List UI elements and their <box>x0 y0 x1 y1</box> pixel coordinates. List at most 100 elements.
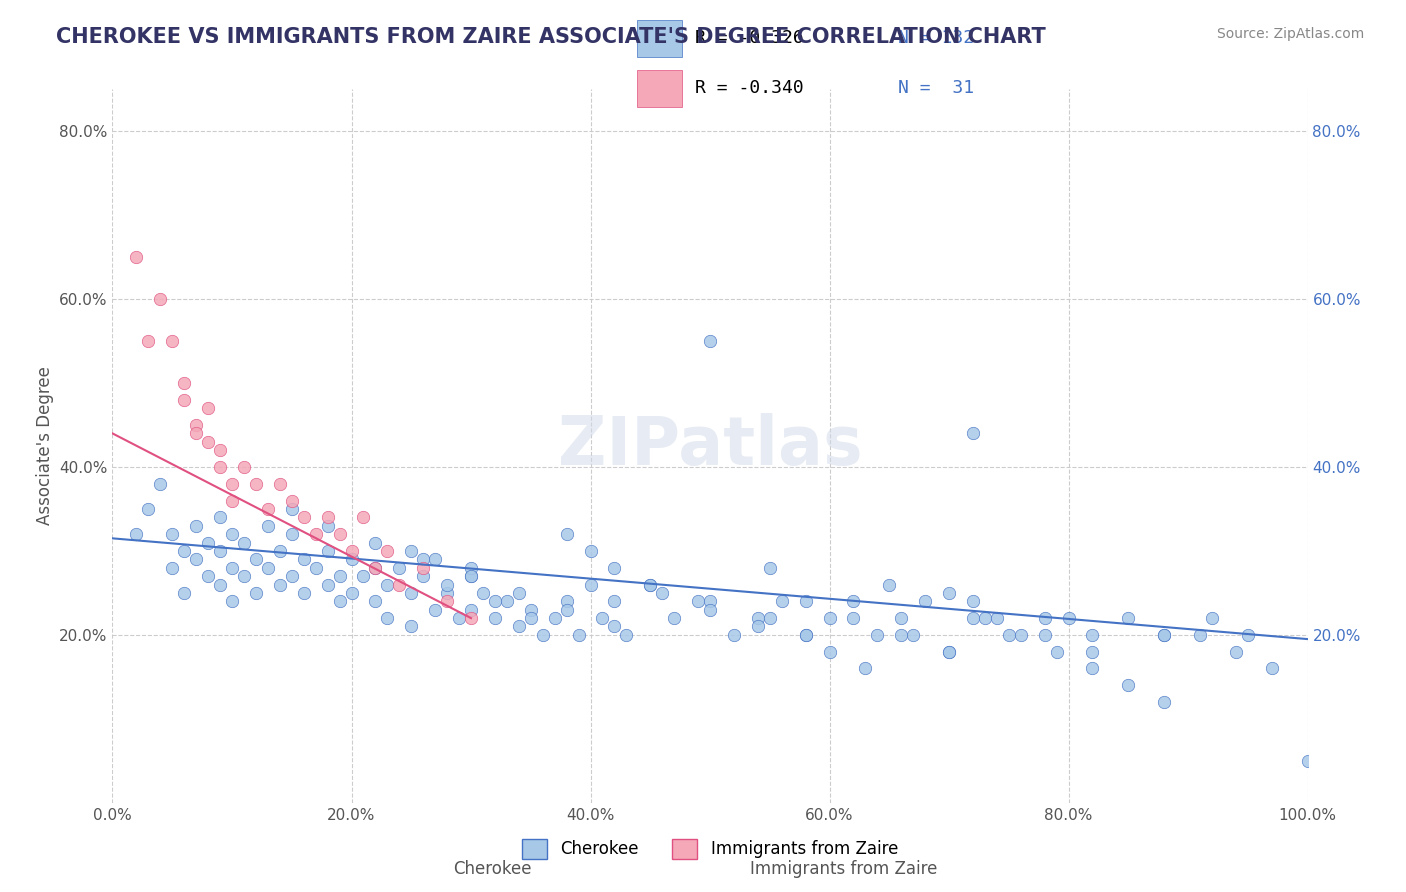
Point <box>436 577 458 591</box>
Point <box>316 510 339 524</box>
Point <box>1225 645 1247 659</box>
Point <box>377 577 399 591</box>
Text: Source: ZipAtlas.com: Source: ZipAtlas.com <box>1216 27 1364 41</box>
Bar <box>637 20 682 57</box>
Text: Cherokee: Cherokee <box>453 860 531 878</box>
Point <box>221 594 243 608</box>
Point <box>245 586 267 600</box>
Point <box>436 594 458 608</box>
Point <box>209 510 232 524</box>
Text: R = -0.340: R = -0.340 <box>695 79 804 97</box>
Point <box>364 560 387 574</box>
Point <box>173 544 195 558</box>
Point <box>447 611 470 625</box>
Point <box>794 628 817 642</box>
Point <box>531 628 554 642</box>
Point <box>138 502 160 516</box>
Point <box>603 619 626 633</box>
Point <box>340 552 363 566</box>
Point <box>186 417 208 432</box>
Point <box>364 535 387 549</box>
Point <box>879 577 901 591</box>
Point <box>1118 611 1140 625</box>
Point <box>555 594 578 608</box>
Point <box>221 476 243 491</box>
Point <box>770 594 793 608</box>
Point <box>1046 645 1069 659</box>
Point <box>1033 628 1056 642</box>
Point <box>162 560 183 574</box>
Point <box>938 586 960 600</box>
Point <box>209 577 232 591</box>
Point <box>460 569 482 583</box>
Point <box>484 594 506 608</box>
Point <box>998 628 1021 642</box>
Point <box>352 569 374 583</box>
Point <box>233 535 256 549</box>
Point <box>1081 645 1104 659</box>
Point <box>412 552 434 566</box>
Point <box>1153 628 1175 642</box>
Point <box>1057 611 1080 625</box>
Point <box>329 527 352 541</box>
Point <box>233 569 256 583</box>
Point <box>986 611 1008 625</box>
Point <box>508 619 530 633</box>
Point <box>1153 695 1175 709</box>
Point <box>377 544 399 558</box>
Point <box>412 560 434 574</box>
Point <box>316 518 339 533</box>
Point <box>281 569 304 583</box>
Point <box>651 586 673 600</box>
Point <box>794 594 817 608</box>
Point <box>818 645 841 659</box>
Point <box>759 611 782 625</box>
Point <box>699 603 721 617</box>
Point <box>508 586 530 600</box>
Point <box>281 502 304 516</box>
Point <box>640 577 662 591</box>
Point <box>723 628 745 642</box>
Point <box>1010 628 1032 642</box>
Point <box>603 560 626 574</box>
Point <box>186 552 208 566</box>
Point <box>640 577 662 591</box>
Point <box>1033 611 1056 625</box>
Point <box>974 611 997 625</box>
Text: ZIPatlas: ZIPatlas <box>558 413 862 479</box>
Point <box>890 611 912 625</box>
Point <box>221 493 243 508</box>
Point <box>1296 754 1319 768</box>
Point <box>197 401 219 416</box>
Point <box>842 594 865 608</box>
Point <box>699 334 721 348</box>
Point <box>209 443 232 458</box>
Text: N = 132: N = 132 <box>897 29 974 46</box>
Point <box>138 334 160 348</box>
Point <box>747 611 769 625</box>
Point <box>269 577 291 591</box>
Point <box>1201 611 1223 625</box>
Point <box>484 611 506 625</box>
Point <box>197 569 219 583</box>
Point <box>221 527 243 541</box>
Point <box>759 560 782 574</box>
Point <box>221 560 243 574</box>
Point <box>173 392 195 407</box>
Point <box>472 586 495 600</box>
Point <box>890 628 912 642</box>
Point <box>496 594 519 608</box>
Point <box>257 560 280 574</box>
Point <box>388 560 411 574</box>
Point <box>162 334 183 348</box>
Point <box>149 292 172 306</box>
Point <box>520 611 543 625</box>
Point <box>699 594 721 608</box>
Point <box>316 577 339 591</box>
Point <box>938 645 960 659</box>
Point <box>1261 661 1284 675</box>
Text: Immigrants from Zaire: Immigrants from Zaire <box>749 860 938 878</box>
Y-axis label: Associate's Degree: Associate's Degree <box>35 367 53 525</box>
Point <box>329 594 352 608</box>
Point <box>173 376 195 390</box>
